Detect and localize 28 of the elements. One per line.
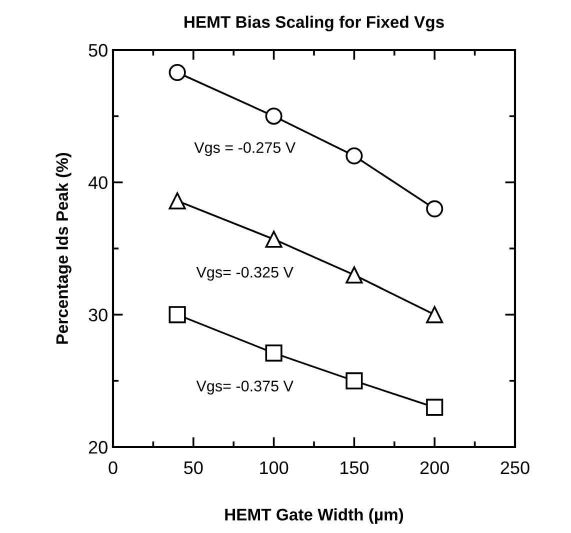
point: [168, 192, 186, 210]
point: [346, 266, 363, 284]
chart-title: HEMT Bias Scaling for Fixed Vgs: [184, 16, 444, 32]
y-tick-label: 40: [88, 176, 108, 190]
point: [346, 372, 363, 390]
x-axis-title: HEMT Gate Width (µm): [225, 508, 404, 524]
point: [265, 108, 282, 125]
point: [426, 398, 444, 416]
series-label: Vgs= -0.375 V: [196, 380, 294, 394]
point: [168, 306, 186, 324]
x-tick-label: 100: [260, 461, 288, 474]
point: [426, 200, 444, 218]
point: [265, 344, 282, 362]
x-tick-label: 250: [500, 461, 530, 474]
y-tick-label: 20: [88, 440, 108, 454]
y-tick-label: 30: [88, 308, 108, 322]
y-tick-label: 50: [88, 44, 108, 57]
series-label: Vgs= -0.325 V: [196, 266, 294, 281]
point: [168, 64, 186, 82]
point: [346, 147, 363, 164]
y-axis-title: Percentage Ids Peak (%): [56, 152, 72, 344]
x-tick-label: 0: [108, 461, 118, 474]
x-tick-label: 50: [184, 461, 203, 474]
x-tick-label: 200: [420, 461, 449, 474]
point: [426, 306, 444, 324]
point: [265, 230, 282, 248]
x-tick-label: 150: [340, 461, 369, 474]
series-label: Vgs = -0.275 V: [194, 142, 296, 156]
